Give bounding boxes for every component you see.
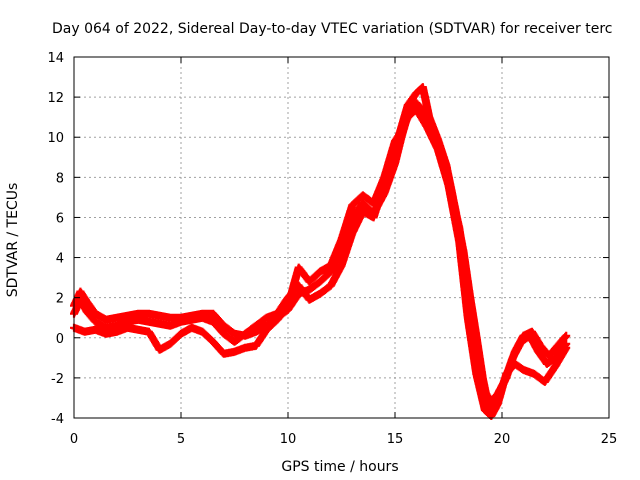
plot-frame — [73, 56, 610, 419]
y-tick-label: 8 — [56, 171, 64, 186]
y-tick-label: 2 — [56, 292, 64, 307]
data-points — [70, 83, 571, 414]
chart-title: Day 064 of 2022, Sidereal Day-to-day VTE… — [52, 21, 612, 37]
y-tick-label: 10 — [47, 131, 64, 146]
y-tick-label: 0 — [56, 332, 64, 347]
y-tick-label: 14 — [47, 51, 64, 66]
series-track-1 — [70, 99, 571, 406]
x-axis-label: GPS time / hours — [281, 459, 398, 475]
data-series — [70, 83, 571, 420]
x-tick-label: 20 — [494, 432, 511, 447]
data-points — [70, 105, 571, 420]
y-tick-label: 4 — [56, 252, 64, 267]
x-tick-label: 5 — [177, 432, 185, 447]
y-tick-label: -2 — [51, 372, 64, 387]
y-tick-label: 6 — [56, 211, 64, 226]
x-tick-label: 10 — [280, 432, 297, 447]
series-track-2 — [70, 83, 571, 414]
x-tick-label: 25 — [601, 432, 618, 447]
axis-ticks: 0 5 10 15 20 25 -4 -2 0 2 4 6 8 10 12 14 — [47, 51, 617, 447]
x-tick-label: 15 — [387, 432, 404, 447]
y-axis-label: SDTVAR / TECUs — [5, 183, 21, 298]
y-tick-label: 12 — [47, 91, 64, 106]
x-tick-label: 0 — [70, 432, 78, 447]
series-track-3 — [70, 105, 571, 420]
y-tick-label: -4 — [51, 412, 64, 427]
data-points — [70, 99, 571, 406]
